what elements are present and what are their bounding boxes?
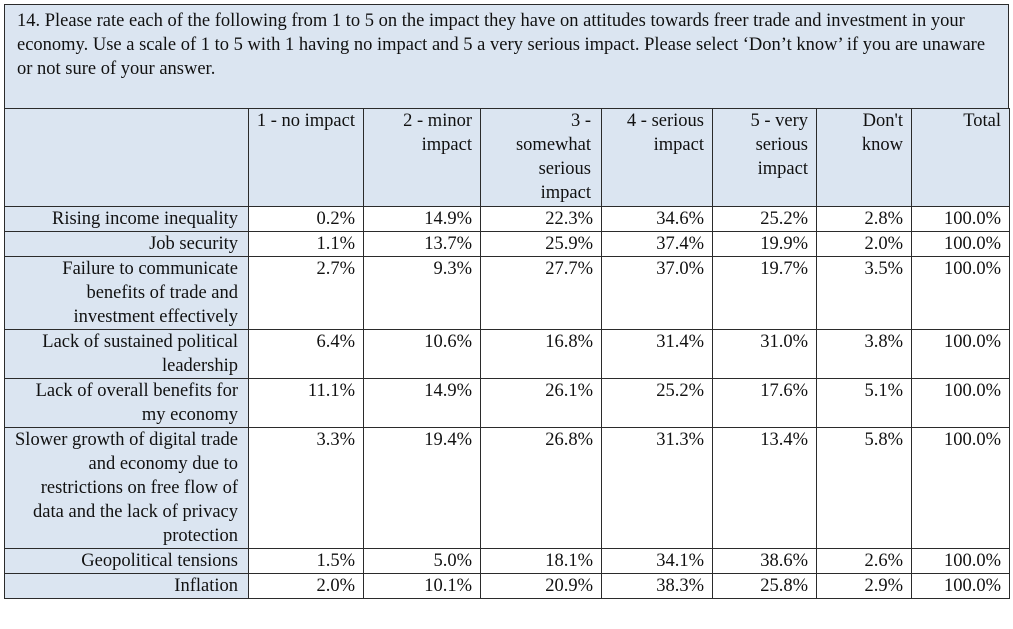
row-label: Failure to communicate benefits of trade… bbox=[4, 256, 249, 330]
table-cell: 6.4% bbox=[248, 329, 364, 379]
row-label: Slower growth of digital trade and econo… bbox=[4, 427, 249, 549]
table-row: Failure to communicate benefits of trade… bbox=[4, 256, 1010, 330]
table-cell: 100.0% bbox=[911, 548, 1010, 574]
column-header: 5 - very serious impact bbox=[712, 108, 817, 207]
row-label: Job security bbox=[4, 231, 249, 257]
survey-table-container: 14. Please rate each of the following fr… bbox=[4, 4, 1010, 599]
table-cell: 2.7% bbox=[248, 256, 364, 330]
table-cell: 22.3% bbox=[480, 206, 602, 232]
table-cell: 2.6% bbox=[816, 548, 912, 574]
table-row: Rising income inequality 0.2% 14.9% 22.3% 34… bbox=[4, 206, 1010, 232]
table-cell: 100.0% bbox=[911, 206, 1010, 232]
table-cell: 19.4% bbox=[363, 427, 481, 549]
table-cell: 3.8% bbox=[816, 329, 912, 379]
header-corner-cell bbox=[4, 108, 249, 207]
table-cell: 100.0% bbox=[911, 378, 1010, 428]
table-cell: 31.4% bbox=[601, 329, 713, 379]
table-cell: 10.1% bbox=[363, 573, 481, 599]
table-row: Geopolitical tensions 1.5% 5.0% 18.1% 34.1% 3… bbox=[4, 548, 1010, 574]
table-cell: 38.6% bbox=[712, 548, 817, 574]
table-cell: 100.0% bbox=[911, 427, 1010, 549]
row-label: Geopolitical tensions bbox=[4, 548, 249, 574]
table-cell: 13.4% bbox=[712, 427, 817, 549]
table-cell: 38.3% bbox=[601, 573, 713, 599]
row-label: Lack of overall benefits for my economy bbox=[4, 378, 249, 428]
column-header: Total bbox=[911, 108, 1010, 207]
table-cell: 3.5% bbox=[816, 256, 912, 330]
row-label: Rising income inequality bbox=[4, 206, 249, 232]
table-cell: 13.7% bbox=[363, 231, 481, 257]
column-header: 4 - serious impact bbox=[601, 108, 713, 207]
results-table: 1 - no impact 2 - minor impact 3 - somew… bbox=[4, 108, 1010, 599]
table-cell: 100.0% bbox=[911, 573, 1010, 599]
table-cell: 27.7% bbox=[480, 256, 602, 330]
table-cell: 5.8% bbox=[816, 427, 912, 549]
table-cell: 25.8% bbox=[712, 573, 817, 599]
table-cell: 37.0% bbox=[601, 256, 713, 330]
table-cell: 9.3% bbox=[363, 256, 481, 330]
table-row: Inflation 2.0% 10.1% 20.9% 38.3% 25.8% 2.9% 100… bbox=[4, 573, 1010, 599]
table-cell: 31.3% bbox=[601, 427, 713, 549]
table-cell: 14.9% bbox=[363, 206, 481, 232]
table-row: Job security 1.1% 13.7% 25.9% 37.4% 19.9% 2.0%… bbox=[4, 231, 1010, 257]
table-cell: 37.4% bbox=[601, 231, 713, 257]
table-cell: 18.1% bbox=[480, 548, 602, 574]
column-header: 3 - somewhat serious impact bbox=[480, 108, 602, 207]
table-cell: 19.9% bbox=[712, 231, 817, 257]
header-row: 1 - no impact 2 - minor impact 3 - somew… bbox=[4, 108, 1010, 207]
table-row: Lack of sustained political leadership 6.… bbox=[4, 329, 1010, 379]
table-cell: 2.9% bbox=[816, 573, 912, 599]
row-label: Inflation bbox=[4, 573, 249, 599]
table-cell: 100.0% bbox=[911, 329, 1010, 379]
table-row: Lack of overall benefits for my economy 1… bbox=[4, 378, 1010, 428]
table-cell: 11.1% bbox=[248, 378, 364, 428]
table-cell: 25.2% bbox=[712, 206, 817, 232]
table-cell: 5.1% bbox=[816, 378, 912, 428]
table-cell: 0.2% bbox=[248, 206, 364, 232]
table-cell: 14.9% bbox=[363, 378, 481, 428]
question-text: 14. Please rate each of the following fr… bbox=[4, 4, 1009, 108]
table-cell: 1.5% bbox=[248, 548, 364, 574]
table-cell: 34.1% bbox=[601, 548, 713, 574]
column-header: Don't know bbox=[816, 108, 912, 207]
table-cell: 2.0% bbox=[248, 573, 364, 599]
table-cell: 19.7% bbox=[712, 256, 817, 330]
table-row: Slower growth of digital trade and econo… bbox=[4, 427, 1010, 549]
table-cell: 2.8% bbox=[816, 206, 912, 232]
table-cell: 26.1% bbox=[480, 378, 602, 428]
table-cell: 20.9% bbox=[480, 573, 602, 599]
table-cell: 31.0% bbox=[712, 329, 817, 379]
table-cell: 26.8% bbox=[480, 427, 602, 549]
table-cell: 100.0% bbox=[911, 231, 1010, 257]
table-cell: 1.1% bbox=[248, 231, 364, 257]
row-label: Lack of sustained political leadership bbox=[4, 329, 249, 379]
column-header: 2 - minor impact bbox=[363, 108, 481, 207]
table-cell: 34.6% bbox=[601, 206, 713, 232]
table-cell: 10.6% bbox=[363, 329, 481, 379]
table-cell: 16.8% bbox=[480, 329, 602, 379]
table-cell: 25.2% bbox=[601, 378, 713, 428]
table-cell: 100.0% bbox=[911, 256, 1010, 330]
table-cell: 17.6% bbox=[712, 378, 817, 428]
table-cell: 25.9% bbox=[480, 231, 602, 257]
column-header: 1 - no impact bbox=[248, 108, 364, 207]
table-cell: 5.0% bbox=[363, 548, 481, 574]
table-cell: 2.0% bbox=[816, 231, 912, 257]
table-cell: 3.3% bbox=[248, 427, 364, 549]
